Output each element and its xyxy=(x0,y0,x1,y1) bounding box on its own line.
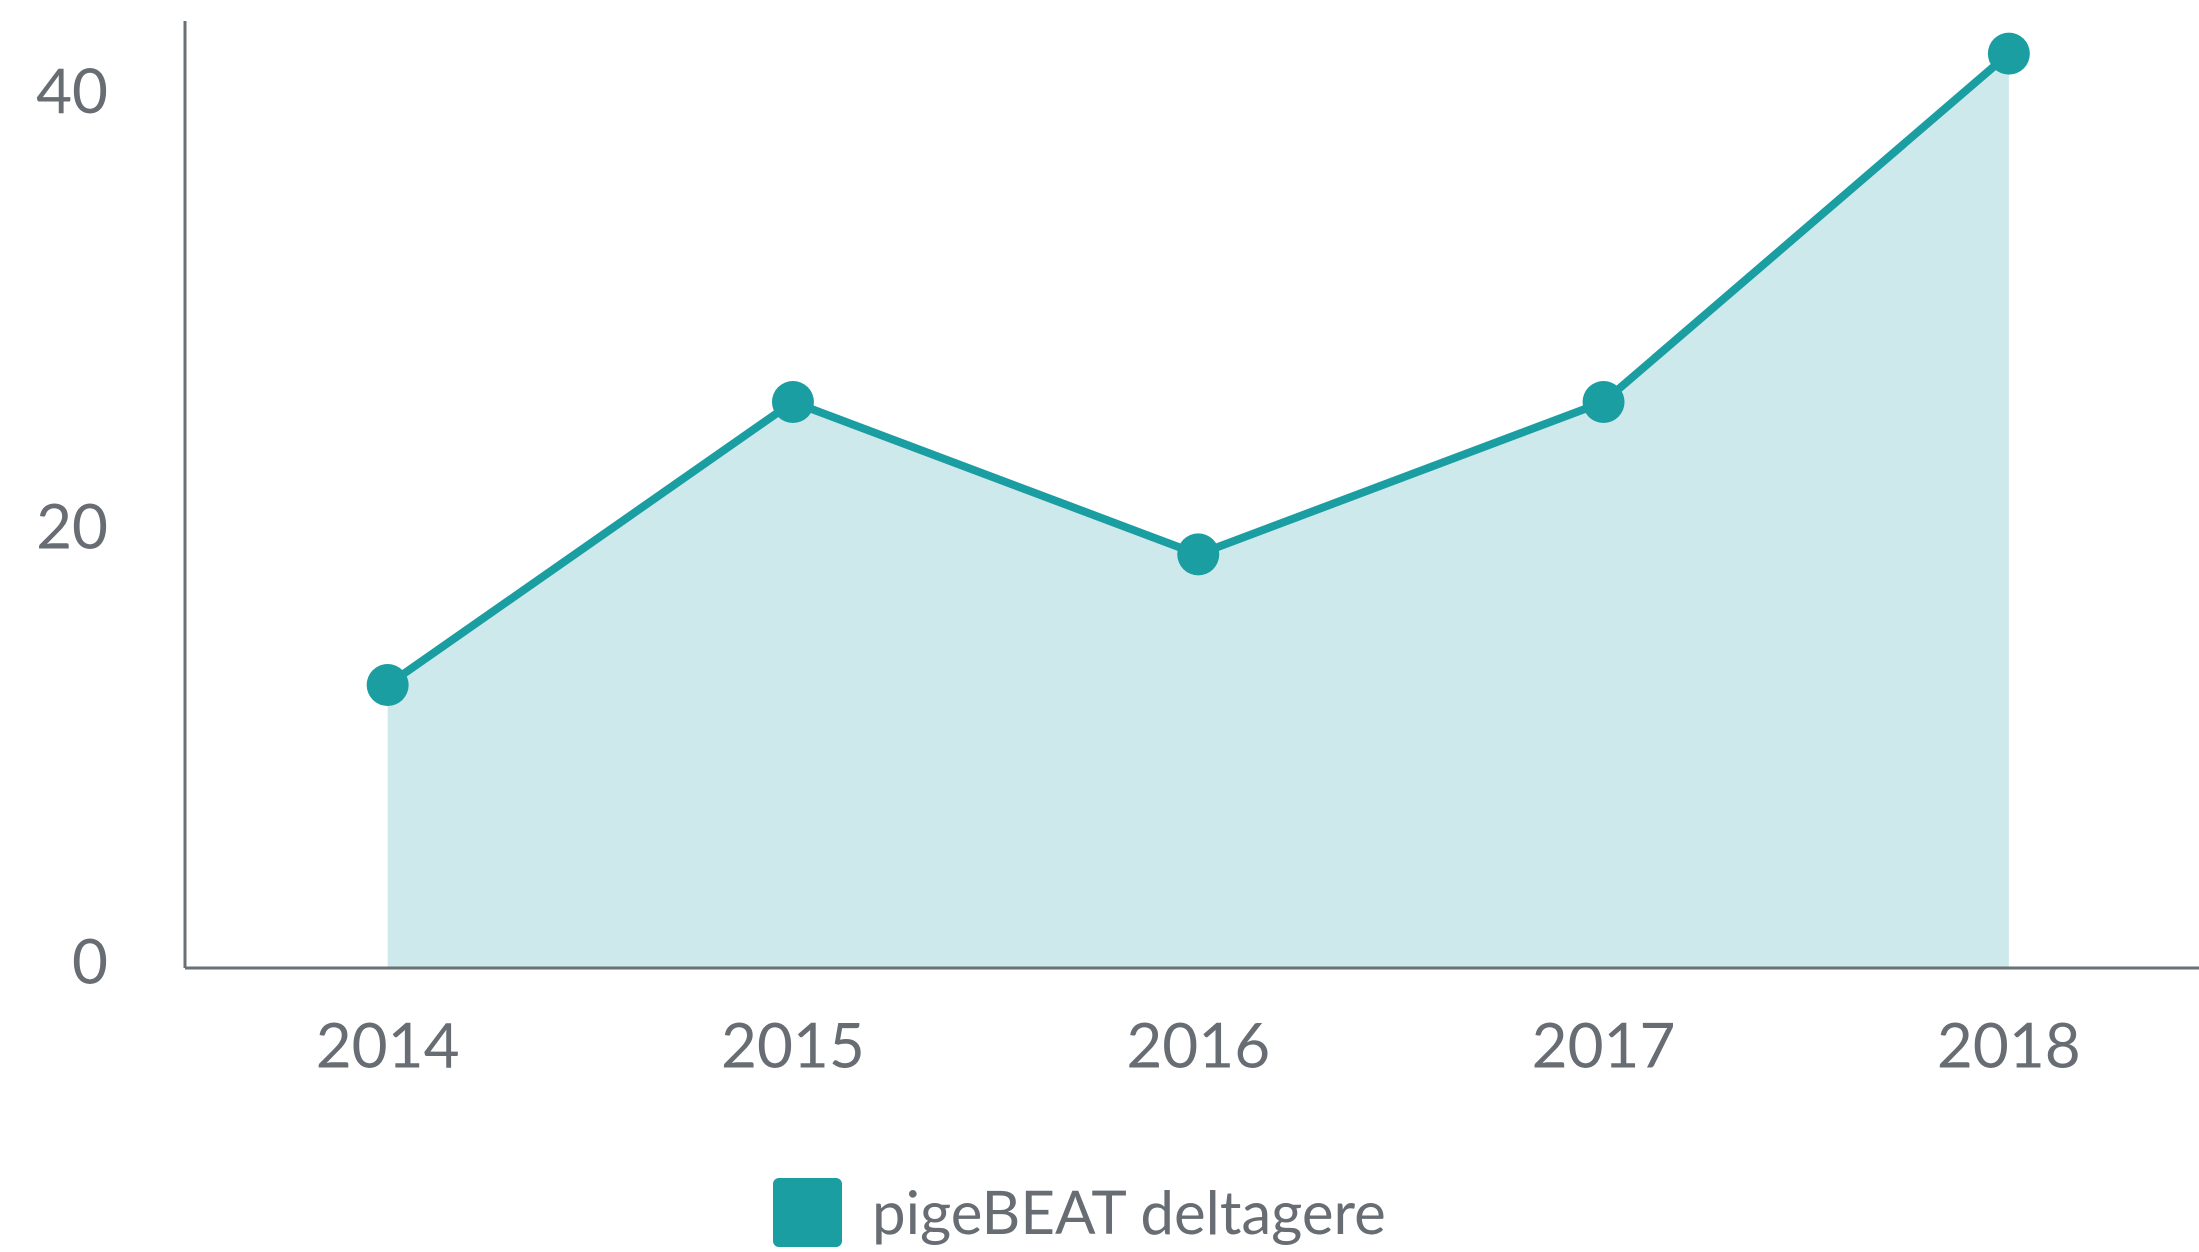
x-tick-label: 2017 xyxy=(1532,1008,1676,1082)
data-point xyxy=(1582,380,1625,423)
data-point xyxy=(366,663,409,706)
y-tick-label: 20 xyxy=(36,488,108,562)
y-tick-label: 40 xyxy=(36,53,108,127)
y-tick-label: 0 xyxy=(72,924,108,998)
x-tick-label: 2018 xyxy=(1937,1008,2081,1082)
legend-swatch xyxy=(773,1178,842,1247)
x-tick-label: 2014 xyxy=(316,1008,460,1082)
data-point xyxy=(771,380,814,423)
data-point xyxy=(1987,32,2030,75)
legend-label: pigeBEAT deltagere xyxy=(872,1175,1386,1247)
data-point xyxy=(1177,533,1220,576)
x-tick-label: 2016 xyxy=(1126,1008,1270,1082)
x-tick-label: 2015 xyxy=(721,1008,865,1082)
area-fill xyxy=(387,53,2009,969)
